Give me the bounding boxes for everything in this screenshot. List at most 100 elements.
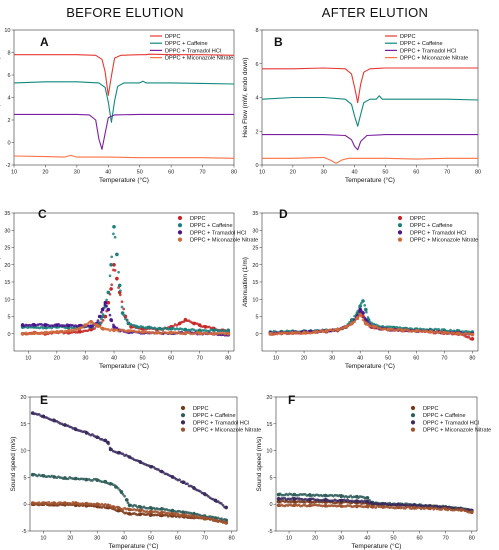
data-point-key <box>350 318 354 322</box>
data-point-key <box>115 252 119 257</box>
data-point-key <box>291 331 295 335</box>
y-tick-label: 30 <box>4 228 10 234</box>
data-point-key <box>183 331 188 335</box>
x-tick-label: 40 <box>352 170 358 176</box>
x-tick-label: 30 <box>338 536 344 542</box>
data-point-key <box>302 330 306 335</box>
data-point-key <box>350 321 354 326</box>
data-point <box>125 319 129 322</box>
data-point-key <box>443 507 448 511</box>
x-tick-label: 30 <box>321 170 327 176</box>
y-tick-label: 10 <box>20 449 26 455</box>
x-tick-label: 60 <box>168 356 174 362</box>
data-point-key <box>276 499 281 504</box>
legend-entry: DPPC + Miconazole Nitrate <box>193 428 261 434</box>
data-point-key <box>32 331 36 335</box>
legend-entry: DPPC + Miconazole Nitrate <box>410 238 478 244</box>
y-tick-label: 5 <box>7 315 10 321</box>
legend-entry: DPPC + Miconazole Nitrate <box>400 56 468 62</box>
data-point-key <box>66 329 71 333</box>
x-tick-label: 60 <box>168 170 174 176</box>
data-point-key <box>470 332 475 337</box>
data-point-key <box>428 506 432 511</box>
data-point-key <box>279 331 284 336</box>
legend-entry: DPPC + Caffeine <box>410 223 453 229</box>
data-point-key <box>103 314 108 319</box>
data-point-key <box>55 323 59 327</box>
legend-entry: DPPC + Caffeine <box>400 41 443 47</box>
x-tick-label: 20 <box>301 356 307 362</box>
data-point-key <box>159 513 164 518</box>
y-tick-label: 6 <box>255 62 258 68</box>
x-tick-label: 70 <box>197 356 203 362</box>
legend-swatch <box>397 237 403 242</box>
data-point-key <box>95 502 99 507</box>
data-point <box>98 325 102 328</box>
data-point-key <box>159 469 164 474</box>
y-tick-label: 10 <box>4 297 10 303</box>
data-point-key <box>169 326 173 331</box>
x-tick-label: 30 <box>329 356 335 362</box>
x-tick-label: 80 <box>469 356 475 362</box>
data-point <box>105 298 108 302</box>
data-point-key <box>470 337 475 341</box>
data-point-key <box>192 321 196 326</box>
data-point-key <box>43 330 48 335</box>
data-point-key <box>202 516 207 520</box>
data-point-key <box>364 321 368 326</box>
y-tick-label: 10 <box>252 297 258 303</box>
x-tick-label: 10 <box>40 536 46 542</box>
legend-swatch <box>410 427 416 432</box>
data-point <box>221 503 225 507</box>
data-point <box>81 325 84 329</box>
data-point-key <box>339 494 344 499</box>
data-point-key <box>66 323 71 328</box>
data-point-key <box>396 502 401 507</box>
data-point-key <box>83 323 88 327</box>
data-point <box>437 327 441 331</box>
legend-entry: DPPC + Caffeine <box>165 41 208 47</box>
data-point <box>353 320 356 323</box>
panel-d: 10 20 30 40 50 60 70 80 0 5 10 15 20 25 30 35 Temperatur… <box>242 207 479 370</box>
y-tick-label: -2 <box>6 163 11 169</box>
data-point-key <box>84 477 89 482</box>
x-tick-label: 80 <box>229 536 235 542</box>
data-point-key <box>138 508 142 513</box>
data-point-key <box>95 478 99 482</box>
data-point-key <box>224 505 228 510</box>
data-point-key <box>52 418 56 423</box>
legend-swatch <box>177 230 183 235</box>
x-tick-label: 20 <box>42 170 48 176</box>
data-point-key <box>89 327 93 332</box>
legend-entry: DPPC <box>400 34 416 40</box>
data-point-key <box>135 325 139 329</box>
legend-swatch <box>410 420 416 425</box>
data-point-key <box>370 501 375 506</box>
data-point-key <box>127 503 132 508</box>
legend-swatch <box>397 215 403 221</box>
data-point-key <box>177 321 182 326</box>
data-point-key <box>361 299 365 303</box>
x-tick-label: 80 <box>469 536 475 542</box>
data-point-key <box>276 497 281 501</box>
data-point <box>122 307 126 311</box>
x-axis-label: Temperature (°C) <box>99 362 149 370</box>
data-point-key <box>127 512 132 516</box>
legend-swatch <box>180 427 186 432</box>
legend-entry: DPPC + Caffeine <box>190 223 233 229</box>
x-tick-label: 70 <box>200 170 206 176</box>
data-point-key <box>112 225 116 229</box>
data-point-key <box>365 499 370 504</box>
y-axis-label: Attenuation (1/m) <box>242 257 249 307</box>
data-point-key <box>103 479 108 484</box>
data-point <box>100 317 103 321</box>
data-point <box>100 310 103 314</box>
data-point-key <box>108 482 113 486</box>
data-point-key <box>159 511 164 515</box>
data-point-key <box>138 505 142 509</box>
data-point-key <box>358 307 363 312</box>
data-point-key <box>361 311 365 315</box>
